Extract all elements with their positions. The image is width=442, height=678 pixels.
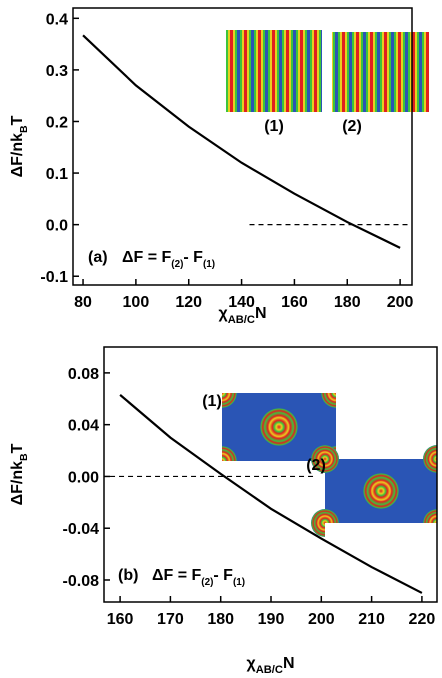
annotation: (a) [88,249,108,266]
text-part: N [283,655,295,672]
data-line [119,394,423,594]
y-axis-label: ΔF/nkBT [9,115,30,177]
inset-label: (1) [202,393,222,410]
x-axis-label: χAB/CN [218,305,266,326]
x-tick-label: 180 [207,611,234,628]
x-tick-label: 80 [74,294,92,311]
text-part: χ [218,305,228,322]
x-tick-label: 140 [228,294,255,311]
y-tick-label: 0.0 [46,218,68,235]
y-axis-label: ΔF/nkBT [9,443,30,505]
text-part: (1) [233,577,245,588]
x-tick-label: 200 [387,294,414,311]
y-tick-label: 0.04 [68,418,99,435]
annotation: (b) [118,567,138,584]
x-tick-label: 210 [358,611,385,628]
text-part: (2) [201,577,213,588]
y-tick-label: -0.08 [63,573,100,590]
text-part: N [255,305,267,322]
y-tick-label: 0.4 [46,11,68,28]
text-part: - F [183,249,203,266]
annotation-formula: ΔF = F(2)- F(1) [122,249,215,270]
text-part: χ [246,655,256,672]
text-part: B [18,453,30,461]
x-tick-label: 190 [258,611,285,628]
x-axis-label: χAB/CN [246,655,294,676]
x-tick-label: 180 [334,294,361,311]
y-tick-label: -0.04 [63,521,100,538]
text-part: (a) [88,249,108,266]
text-part: - F [213,567,233,584]
text-part: (1) [203,259,215,270]
annotation-formula: ΔF = F(2)- F(1) [152,567,245,588]
text-part: B [18,125,30,133]
text-part: T [9,115,26,125]
x-tick-label: 160 [281,294,308,311]
y-tick-label: 0.3 [46,63,68,80]
text-part: AB/C [256,664,283,676]
x-tick-label: 200 [308,611,335,628]
text-part: ΔF/nk [9,461,26,505]
inset-label: (2) [306,457,326,474]
y-tick-label: -0.1 [40,269,68,286]
inset-label: (2) [342,118,362,135]
data-line [82,34,401,249]
text-part: ΔF/nk [9,133,26,177]
y-tick-label: 0.08 [68,366,99,383]
x-tick-label: 220 [409,611,436,628]
text-part: (b) [118,567,138,584]
plot-frame [72,7,413,286]
inset-label: (1) [264,118,284,135]
y-tick-label: 0.2 [46,114,68,131]
x-tick-label: 160 [107,611,134,628]
text-part: AB/C [228,314,255,326]
inset-images [207,30,442,537]
y-tick-label: 0.1 [46,166,68,183]
text-part: ΔF = F [152,567,202,584]
x-tick-label: 100 [123,294,150,311]
text-part: T [9,443,26,453]
text-part: (2) [171,259,183,270]
x-tick-label: 170 [157,611,184,628]
text-part: ΔF = F [122,249,172,266]
x-tick-label: 120 [175,294,202,311]
y-tick-label: 0.00 [68,469,99,486]
